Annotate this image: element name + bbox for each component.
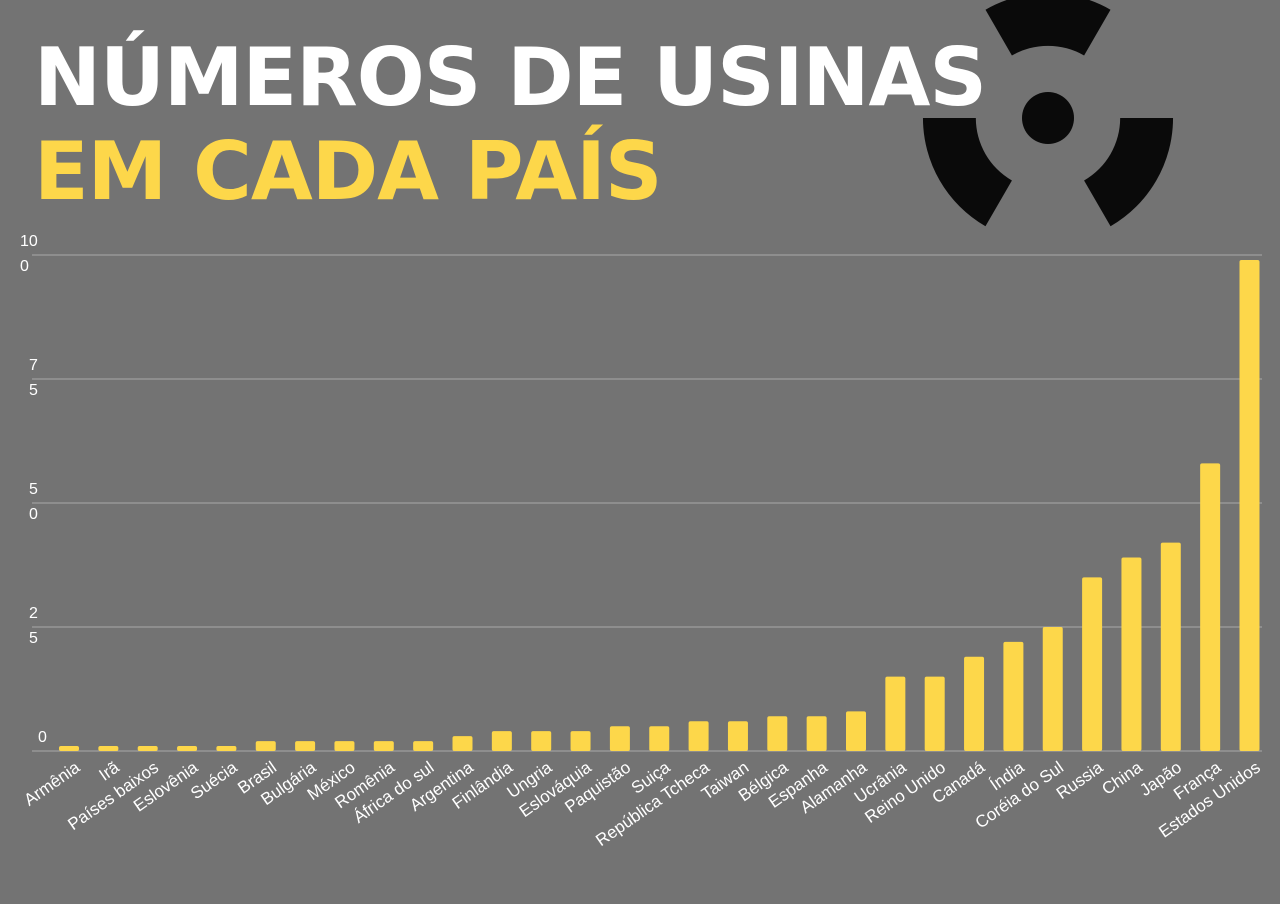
bar: [727, 721, 748, 751]
bar: [491, 731, 512, 751]
y-tick-label: 10 0: [20, 233, 38, 275]
bar: [531, 731, 552, 751]
bar: [413, 741, 434, 751]
bar: [1160, 542, 1181, 751]
bar: [649, 726, 670, 751]
bar: [1082, 577, 1103, 751]
bar: [964, 656, 985, 751]
bar: [98, 746, 119, 751]
bar: [452, 736, 473, 751]
bar: [570, 731, 591, 751]
bar: [609, 726, 630, 751]
bar: [1003, 641, 1024, 751]
bar: [885, 676, 906, 751]
x-tick-label: Russia: [1053, 757, 1107, 803]
bar: [1042, 627, 1063, 751]
bar: [137, 746, 158, 751]
y-tick-label: 0: [38, 729, 47, 746]
bar: [59, 746, 79, 751]
bar: [373, 741, 394, 751]
bar: [1239, 259, 1260, 751]
bar: [177, 746, 198, 751]
title-line-1: NÚMEROS DE USINAS: [34, 31, 987, 124]
bar: [255, 741, 276, 751]
bar: [806, 716, 827, 751]
bar: [767, 716, 788, 751]
x-tick-label: Suécia: [187, 757, 241, 803]
bar: [1200, 463, 1221, 751]
x-tick-label: China: [1098, 757, 1146, 798]
bar: [688, 721, 709, 751]
bar: [334, 741, 355, 751]
bar: [846, 711, 866, 751]
x-tick-label: Armênia: [21, 757, 84, 809]
bar: [216, 746, 237, 751]
bar: [295, 741, 316, 751]
bar: [1121, 557, 1142, 751]
bar: [924, 676, 945, 751]
title-line-2: EM CADA PAÍS: [34, 125, 662, 218]
